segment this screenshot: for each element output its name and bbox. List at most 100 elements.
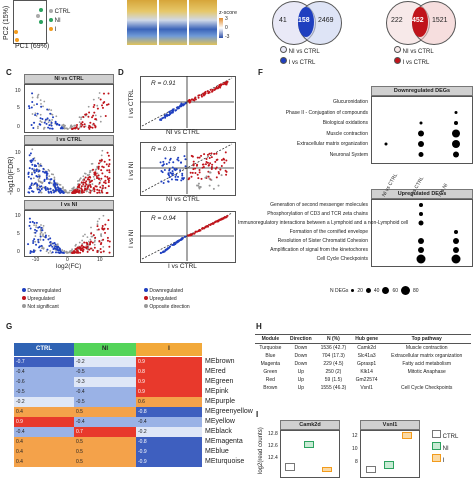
scatter-point bbox=[225, 173, 228, 176]
boxplot-gene-1: Camk2d bbox=[280, 420, 340, 430]
volcano-point bbox=[49, 187, 52, 190]
scatter-point bbox=[176, 158, 179, 161]
volcano-point bbox=[102, 166, 105, 169]
volcano-point bbox=[106, 175, 109, 178]
volcano-point bbox=[86, 236, 89, 239]
scatter-point bbox=[194, 230, 197, 233]
scatter-point bbox=[198, 169, 201, 172]
volcano-point bbox=[107, 185, 110, 188]
venn1-legend-i: I vs CTRL bbox=[288, 60, 316, 66]
volcano-ytick: 5 bbox=[17, 231, 20, 237]
scatter-point bbox=[168, 176, 171, 179]
dotplot-up-term: Cell Cycle Checkpoints bbox=[316, 256, 368, 262]
volcano-point bbox=[107, 181, 110, 184]
volcano-point bbox=[44, 185, 47, 188]
scatter-point bbox=[168, 246, 171, 249]
volcano-point bbox=[32, 241, 35, 244]
heatmap-cell: -0.9 bbox=[136, 457, 202, 467]
volcano-point bbox=[60, 190, 63, 193]
pca-legend-ni: NI bbox=[54, 18, 61, 24]
volcano-point bbox=[49, 178, 52, 181]
volcano-point bbox=[37, 179, 40, 181]
volcano-point bbox=[30, 182, 33, 185]
volcano-point bbox=[42, 224, 45, 227]
table-cell: Klk14 bbox=[360, 369, 373, 375]
module-label: MEpink bbox=[205, 388, 229, 395]
scatter-point bbox=[204, 176, 207, 179]
table-cell: Extracellular matrix organization bbox=[391, 353, 463, 359]
th-module: Module bbox=[255, 334, 286, 344]
volcano-point bbox=[53, 176, 56, 179]
pca-point bbox=[39, 20, 43, 24]
volcano-point bbox=[88, 127, 91, 130]
volcano-point bbox=[52, 183, 55, 186]
scatter-point bbox=[212, 187, 215, 190]
volcano-point bbox=[90, 235, 93, 238]
volcano-point bbox=[32, 177, 35, 180]
volcano-point bbox=[57, 187, 60, 190]
volcano-point bbox=[49, 250, 52, 252]
volcano-point bbox=[87, 126, 90, 129]
table-cell: Turquoise bbox=[259, 345, 282, 351]
volcano-point bbox=[58, 247, 61, 250]
table-cell: Up bbox=[297, 377, 305, 383]
volcano-point bbox=[90, 226, 92, 229]
scatter-point bbox=[168, 161, 171, 164]
volcano-point bbox=[106, 191, 109, 194]
zscore-colorbar bbox=[219, 18, 223, 38]
scatter-point bbox=[174, 175, 177, 178]
volcano-point bbox=[39, 233, 42, 236]
volcano-point bbox=[104, 186, 107, 189]
scatter-point bbox=[161, 117, 164, 120]
volcano-point bbox=[73, 190, 76, 193]
scatter-point bbox=[175, 109, 178, 112]
volcano-point bbox=[39, 163, 42, 165]
heatmap-cell: -0.3 bbox=[74, 377, 136, 387]
volcano-point bbox=[63, 127, 66, 130]
volcano-point bbox=[78, 116, 81, 119]
volcano-point bbox=[86, 187, 89, 190]
scatter-point bbox=[162, 160, 165, 163]
volcano-point bbox=[80, 185, 83, 188]
volcano-point bbox=[33, 169, 36, 172]
th-n: N (%) bbox=[315, 334, 351, 344]
scatter-point bbox=[163, 168, 166, 171]
volcano-point bbox=[93, 243, 96, 246]
volcano-point bbox=[96, 191, 99, 194]
volcano-point bbox=[55, 115, 58, 118]
volcano-point bbox=[61, 251, 64, 254]
volcano-point bbox=[88, 111, 91, 114]
dotplot-up-term: Resolution of Sister Chromatid Cohesion bbox=[277, 238, 368, 244]
scatter-point bbox=[206, 90, 209, 93]
dotplot-down-term: Glucuronidation bbox=[332, 99, 368, 105]
volcano-point bbox=[31, 101, 34, 104]
volcano-point bbox=[101, 187, 104, 190]
volcano-point bbox=[59, 191, 62, 194]
dotplot-dot bbox=[454, 111, 458, 114]
scatter-point bbox=[187, 234, 190, 237]
volcano-point bbox=[62, 186, 64, 189]
volcano-point bbox=[64, 189, 67, 192]
volcano-point bbox=[42, 167, 45, 170]
pca-point bbox=[36, 14, 40, 18]
scatter-point bbox=[222, 83, 225, 86]
volcano-ylabel: -log10(FDR) bbox=[8, 156, 15, 195]
volcano-point bbox=[92, 234, 95, 237]
scatter-point bbox=[160, 180, 163, 183]
volcano-point bbox=[85, 183, 88, 186]
volcano-point bbox=[96, 250, 99, 253]
volcano-point bbox=[71, 248, 73, 251]
volcano-point bbox=[85, 180, 88, 183]
volcano-point bbox=[39, 238, 42, 241]
scatter-point bbox=[165, 162, 168, 165]
scatter-point bbox=[198, 185, 201, 188]
volcano-point bbox=[80, 118, 82, 120]
volcano-point bbox=[39, 117, 42, 120]
volcano-strip-3: I vs NI bbox=[24, 200, 114, 210]
volcano-point bbox=[35, 164, 38, 167]
volcano-ytick: 0 bbox=[17, 124, 20, 130]
table-cell: 229 (4.5) bbox=[323, 361, 344, 367]
heatmap-cell: -0.8 bbox=[136, 407, 202, 417]
volcano-point bbox=[81, 239, 84, 242]
scatter-point bbox=[191, 171, 194, 174]
